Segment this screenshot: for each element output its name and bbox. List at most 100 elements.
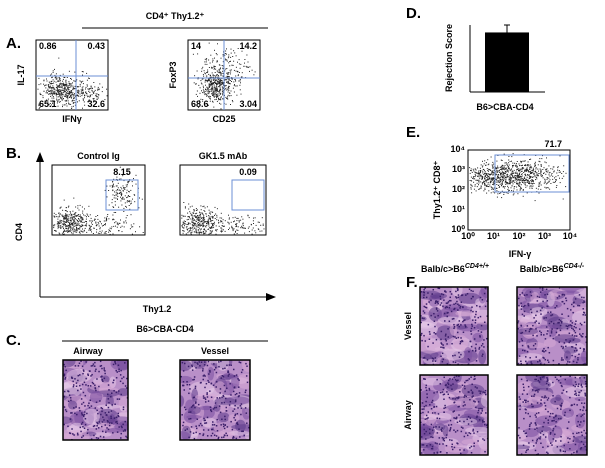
event-dot xyxy=(194,231,196,233)
event-dot xyxy=(203,231,205,233)
nucleus xyxy=(426,393,428,395)
event-dot xyxy=(549,175,551,177)
event-dot xyxy=(235,226,237,228)
nucleus xyxy=(558,341,561,343)
nucleus xyxy=(584,380,587,383)
event-dot xyxy=(539,173,541,174)
nucleus xyxy=(211,432,214,435)
nucleus xyxy=(578,328,581,330)
event-dot xyxy=(221,231,222,233)
nucleus xyxy=(423,296,425,299)
event-dot xyxy=(52,102,54,104)
nucleus xyxy=(518,304,520,307)
nucleus xyxy=(560,359,563,361)
event-dot xyxy=(207,89,209,91)
nucleus xyxy=(436,301,439,304)
event-dot xyxy=(76,79,78,81)
nucleus xyxy=(424,340,427,342)
event-dot xyxy=(84,104,86,106)
event-dot xyxy=(58,93,60,95)
event-dot xyxy=(472,168,474,170)
nucleus xyxy=(468,288,471,290)
event-dot xyxy=(215,91,217,93)
tissue-blob xyxy=(517,328,539,335)
event-dot xyxy=(502,186,504,188)
nucleus xyxy=(93,425,96,427)
nucleus xyxy=(536,402,539,404)
nucleus xyxy=(70,376,73,379)
event-dot xyxy=(224,53,226,54)
event-dot xyxy=(195,228,197,230)
event-dot xyxy=(482,172,484,174)
event-dot xyxy=(59,207,61,209)
event-dot xyxy=(62,209,64,211)
event-dot xyxy=(502,168,504,170)
event-dot xyxy=(220,220,222,222)
nucleus xyxy=(517,320,520,322)
event-dot xyxy=(87,95,89,97)
nucleus xyxy=(566,325,569,328)
event-dot xyxy=(558,171,560,173)
event-dot xyxy=(53,97,55,99)
event-dot xyxy=(524,174,526,176)
nucleus xyxy=(559,404,562,407)
event-dot xyxy=(207,223,209,225)
nucleus xyxy=(69,432,72,435)
nucleus xyxy=(481,408,483,410)
nucleus xyxy=(534,422,537,424)
event-dot xyxy=(203,216,205,218)
nucleus xyxy=(453,376,455,379)
nucleus xyxy=(246,365,248,367)
event-dot xyxy=(495,168,497,170)
nucleus xyxy=(547,311,549,314)
event-dot xyxy=(485,162,487,164)
axis-label: CD4 xyxy=(14,223,24,241)
nucleus xyxy=(110,410,113,412)
event-dot xyxy=(208,221,210,223)
event-dot xyxy=(207,79,209,81)
event-dot xyxy=(187,218,189,220)
quadrant-value: 32.6 xyxy=(87,99,105,109)
nucleus xyxy=(188,383,191,386)
nucleus xyxy=(552,412,554,415)
nucleus xyxy=(452,355,454,357)
event-dot xyxy=(65,210,67,212)
nucleus xyxy=(472,310,474,313)
event-dot xyxy=(214,89,215,91)
event-dot xyxy=(79,85,81,87)
nucleus xyxy=(580,323,583,326)
event-dot xyxy=(503,167,505,169)
event-dot xyxy=(79,83,81,85)
event-dot xyxy=(90,217,92,219)
event-dot xyxy=(518,183,520,185)
event-dot xyxy=(522,178,524,180)
event-dot xyxy=(68,219,70,221)
nucleus xyxy=(539,291,542,293)
event-dot xyxy=(77,89,79,91)
event-dot xyxy=(487,179,489,181)
event-dot xyxy=(123,180,125,182)
event-dot xyxy=(478,182,480,184)
event-dot xyxy=(257,221,259,223)
event-dot xyxy=(73,230,75,232)
event-dot xyxy=(537,175,539,177)
nucleus xyxy=(555,415,557,418)
event-dot xyxy=(193,220,195,221)
event-dot xyxy=(224,85,226,87)
nucleus xyxy=(437,302,439,305)
nucleus xyxy=(582,333,584,335)
event-dot xyxy=(538,160,540,162)
event-dot xyxy=(130,203,132,205)
tissue-blob xyxy=(517,444,531,450)
event-dot xyxy=(57,227,59,229)
nucleus xyxy=(562,450,565,453)
nucleus xyxy=(480,390,482,393)
event-dot xyxy=(69,222,71,223)
nucleus xyxy=(543,376,545,378)
event-dot xyxy=(79,227,81,229)
event-dot xyxy=(81,219,83,221)
event-dot xyxy=(489,170,491,171)
event-dot xyxy=(79,95,81,97)
nucleus xyxy=(437,287,440,289)
event-dot xyxy=(497,181,499,183)
